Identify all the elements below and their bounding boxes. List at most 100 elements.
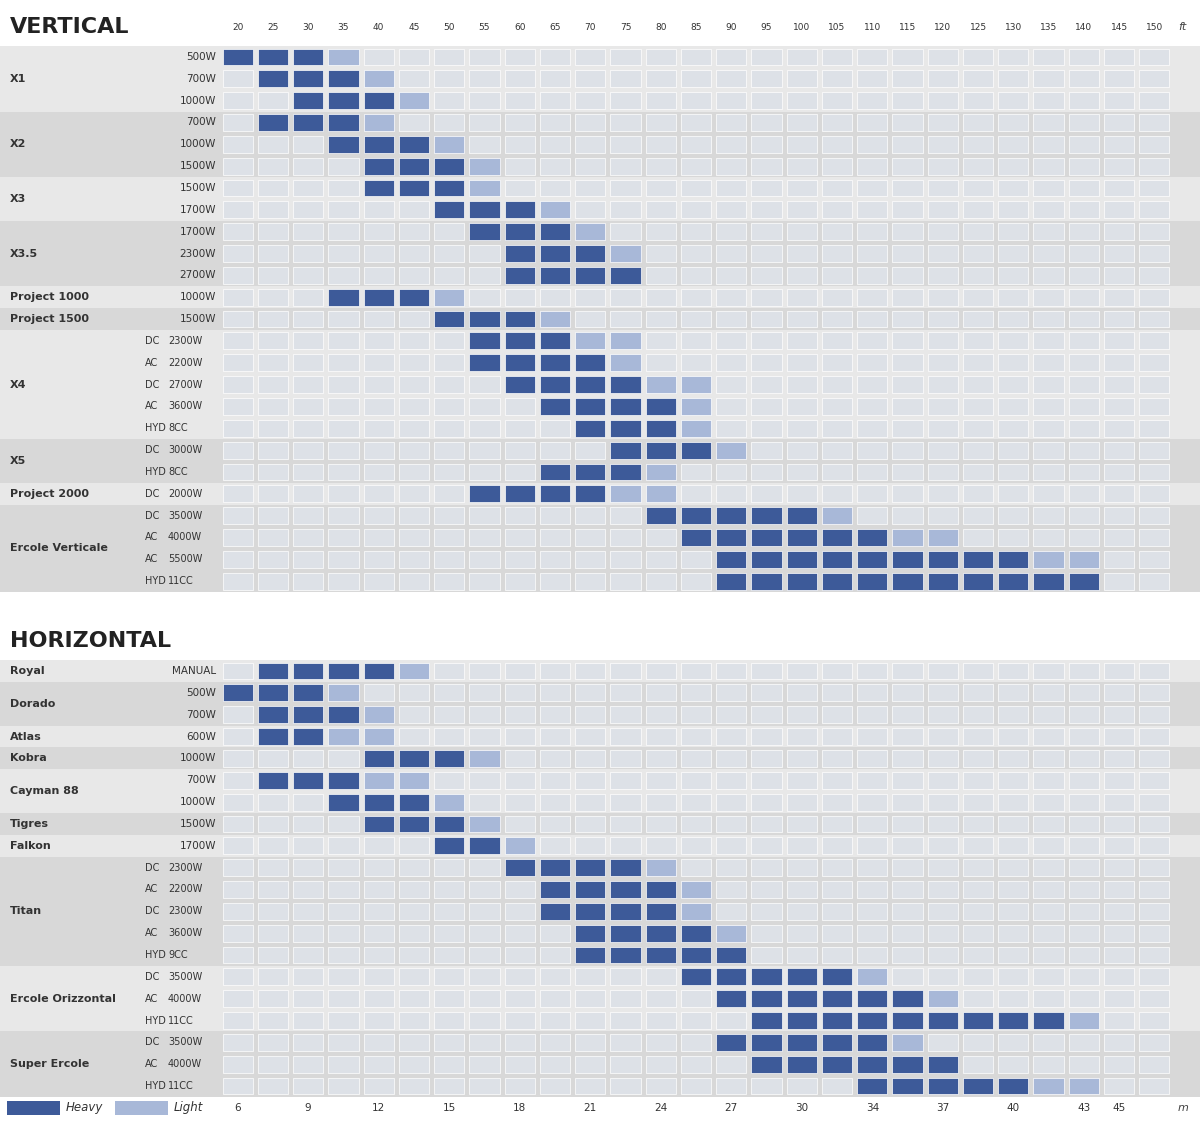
FancyBboxPatch shape <box>329 311 359 328</box>
FancyBboxPatch shape <box>469 442 499 459</box>
FancyBboxPatch shape <box>998 859 1028 876</box>
Text: DC: DC <box>145 863 160 873</box>
FancyBboxPatch shape <box>575 201 605 218</box>
FancyBboxPatch shape <box>575 267 605 284</box>
FancyBboxPatch shape <box>646 486 676 502</box>
FancyBboxPatch shape <box>258 729 288 745</box>
FancyBboxPatch shape <box>398 990 430 1007</box>
FancyBboxPatch shape <box>646 114 676 131</box>
FancyBboxPatch shape <box>329 245 359 262</box>
FancyBboxPatch shape <box>364 224 394 241</box>
Text: 125: 125 <box>970 23 986 32</box>
FancyBboxPatch shape <box>1069 684 1099 701</box>
FancyBboxPatch shape <box>962 354 994 371</box>
Text: 11CC: 11CC <box>168 1081 193 1091</box>
FancyBboxPatch shape <box>540 311 570 328</box>
FancyBboxPatch shape <box>646 1077 676 1094</box>
FancyBboxPatch shape <box>434 1034 464 1051</box>
FancyBboxPatch shape <box>293 311 323 328</box>
FancyBboxPatch shape <box>893 311 923 328</box>
FancyBboxPatch shape <box>293 968 323 985</box>
FancyBboxPatch shape <box>1104 376 1134 393</box>
FancyBboxPatch shape <box>680 288 712 305</box>
FancyBboxPatch shape <box>469 267 499 284</box>
FancyBboxPatch shape <box>857 1077 888 1094</box>
FancyBboxPatch shape <box>469 92 499 109</box>
Text: 700W: 700W <box>186 709 216 720</box>
FancyBboxPatch shape <box>504 114 535 131</box>
FancyBboxPatch shape <box>893 990 923 1007</box>
FancyBboxPatch shape <box>1104 750 1134 767</box>
FancyBboxPatch shape <box>1104 1012 1134 1029</box>
FancyBboxPatch shape <box>222 354 253 371</box>
FancyBboxPatch shape <box>822 968 852 985</box>
FancyBboxPatch shape <box>329 881 359 898</box>
FancyBboxPatch shape <box>962 684 994 701</box>
FancyBboxPatch shape <box>469 70 499 87</box>
FancyBboxPatch shape <box>646 245 676 262</box>
FancyBboxPatch shape <box>646 224 676 241</box>
FancyBboxPatch shape <box>469 354 499 371</box>
FancyBboxPatch shape <box>893 859 923 876</box>
FancyBboxPatch shape <box>364 881 394 898</box>
FancyBboxPatch shape <box>1033 70 1063 87</box>
FancyBboxPatch shape <box>469 486 499 502</box>
FancyBboxPatch shape <box>751 881 781 898</box>
FancyBboxPatch shape <box>293 354 323 371</box>
FancyBboxPatch shape <box>540 420 570 437</box>
FancyBboxPatch shape <box>646 179 676 196</box>
FancyBboxPatch shape <box>893 376 923 393</box>
Text: 8CC: 8CC <box>168 423 187 434</box>
FancyBboxPatch shape <box>857 288 888 305</box>
FancyBboxPatch shape <box>222 49 253 66</box>
FancyBboxPatch shape <box>787 729 817 745</box>
FancyBboxPatch shape <box>646 1034 676 1051</box>
FancyBboxPatch shape <box>575 354 605 371</box>
FancyBboxPatch shape <box>962 224 994 241</box>
FancyBboxPatch shape <box>893 816 923 832</box>
FancyBboxPatch shape <box>222 1077 253 1094</box>
FancyBboxPatch shape <box>434 398 464 415</box>
FancyBboxPatch shape <box>329 70 359 87</box>
FancyBboxPatch shape <box>1069 750 1099 767</box>
FancyBboxPatch shape <box>575 179 605 196</box>
FancyBboxPatch shape <box>329 288 359 305</box>
FancyBboxPatch shape <box>716 398 746 415</box>
FancyBboxPatch shape <box>222 750 253 767</box>
FancyBboxPatch shape <box>540 573 570 589</box>
Text: 30: 30 <box>302 23 314 32</box>
FancyBboxPatch shape <box>504 486 535 502</box>
FancyBboxPatch shape <box>611 859 641 876</box>
FancyBboxPatch shape <box>998 311 1028 328</box>
FancyBboxPatch shape <box>857 729 888 745</box>
FancyBboxPatch shape <box>998 1012 1028 1029</box>
FancyBboxPatch shape <box>716 684 746 701</box>
FancyBboxPatch shape <box>1033 550 1063 568</box>
FancyBboxPatch shape <box>822 793 852 810</box>
FancyBboxPatch shape <box>716 816 746 832</box>
FancyBboxPatch shape <box>998 529 1028 546</box>
Text: HYD: HYD <box>145 577 166 586</box>
FancyBboxPatch shape <box>893 663 923 680</box>
FancyBboxPatch shape <box>1104 859 1134 876</box>
FancyBboxPatch shape <box>540 114 570 131</box>
FancyBboxPatch shape <box>751 333 781 350</box>
FancyBboxPatch shape <box>787 201 817 218</box>
FancyBboxPatch shape <box>1104 706 1134 723</box>
FancyBboxPatch shape <box>293 92 323 109</box>
FancyBboxPatch shape <box>787 179 817 196</box>
FancyBboxPatch shape <box>258 442 288 459</box>
FancyBboxPatch shape <box>1104 224 1134 241</box>
FancyBboxPatch shape <box>998 376 1028 393</box>
Text: Tigres: Tigres <box>10 819 49 829</box>
Text: 700W: 700W <box>186 74 216 84</box>
FancyBboxPatch shape <box>469 288 499 305</box>
FancyBboxPatch shape <box>680 1034 712 1051</box>
FancyBboxPatch shape <box>0 878 1200 900</box>
FancyBboxPatch shape <box>751 92 781 109</box>
FancyBboxPatch shape <box>962 573 994 589</box>
FancyBboxPatch shape <box>398 729 430 745</box>
FancyBboxPatch shape <box>329 201 359 218</box>
FancyBboxPatch shape <box>857 267 888 284</box>
FancyBboxPatch shape <box>398 92 430 109</box>
